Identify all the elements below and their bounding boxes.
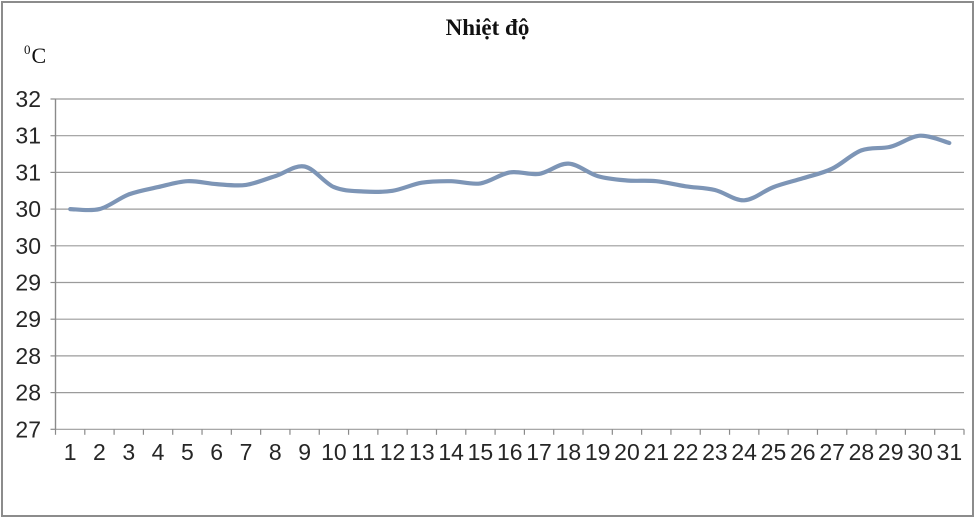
y-tick-label: 32	[15, 86, 41, 112]
x-tick-label: 23	[702, 439, 728, 465]
x-tick-label: 24	[731, 439, 757, 465]
x-tick-label: 4	[152, 439, 165, 465]
x-tick-label: 16	[497, 439, 523, 465]
x-tick-label: 1	[64, 439, 77, 465]
x-tick-label: 26	[790, 439, 816, 465]
x-tick-label: 11	[351, 439, 375, 465]
x-tick-label: 17	[526, 439, 552, 465]
x-tick-label: 9	[298, 439, 311, 465]
x-tick-label: 28	[849, 439, 875, 465]
x-tick-label: 2	[93, 439, 106, 465]
x-tick-label: 15	[468, 439, 494, 465]
temperature-line	[68, 133, 952, 213]
x-tick-label: 27	[819, 439, 845, 465]
unit-base: C	[31, 43, 47, 68]
y-tick-label: 30	[15, 233, 41, 259]
y-tick-label: 28	[15, 380, 41, 406]
x-tick-label: 14	[438, 439, 464, 465]
x-tick-label: 31	[937, 439, 963, 465]
x-tick-label: 22	[673, 439, 699, 465]
y-tick-label: 27	[15, 416, 41, 442]
y-tick-label: 29	[15, 306, 41, 332]
x-tick-label: 21	[643, 439, 669, 465]
y-tick-label: 29	[15, 270, 41, 296]
x-tick-label: 29	[878, 439, 904, 465]
x-tick-label: 18	[556, 439, 582, 465]
y-axis-unit-label: 0C	[24, 42, 46, 69]
x-tick-label: 19	[585, 439, 611, 465]
x-tick-label: 25	[761, 439, 787, 465]
x-tick-label: 10	[321, 439, 347, 465]
y-tick-label: 28	[15, 343, 41, 369]
x-tick-label: 12	[380, 439, 406, 465]
x-tick-label: 7	[240, 439, 253, 465]
unit-superscript: 0	[24, 42, 31, 57]
y-tick-label: 31	[15, 159, 41, 185]
x-tick-label: 8	[269, 439, 282, 465]
chart-title: Nhiệt độ	[445, 15, 530, 40]
x-tick-label: 20	[614, 439, 640, 465]
x-tick-label: 30	[907, 439, 933, 465]
y-tick-label: 30	[15, 196, 41, 222]
x-tick-label: 13	[409, 439, 435, 465]
x-tick-label: 3	[122, 439, 135, 465]
x-tick-label: 6	[210, 439, 223, 465]
y-tick-label: 31	[15, 123, 41, 149]
x-tick-label: 5	[181, 439, 194, 465]
